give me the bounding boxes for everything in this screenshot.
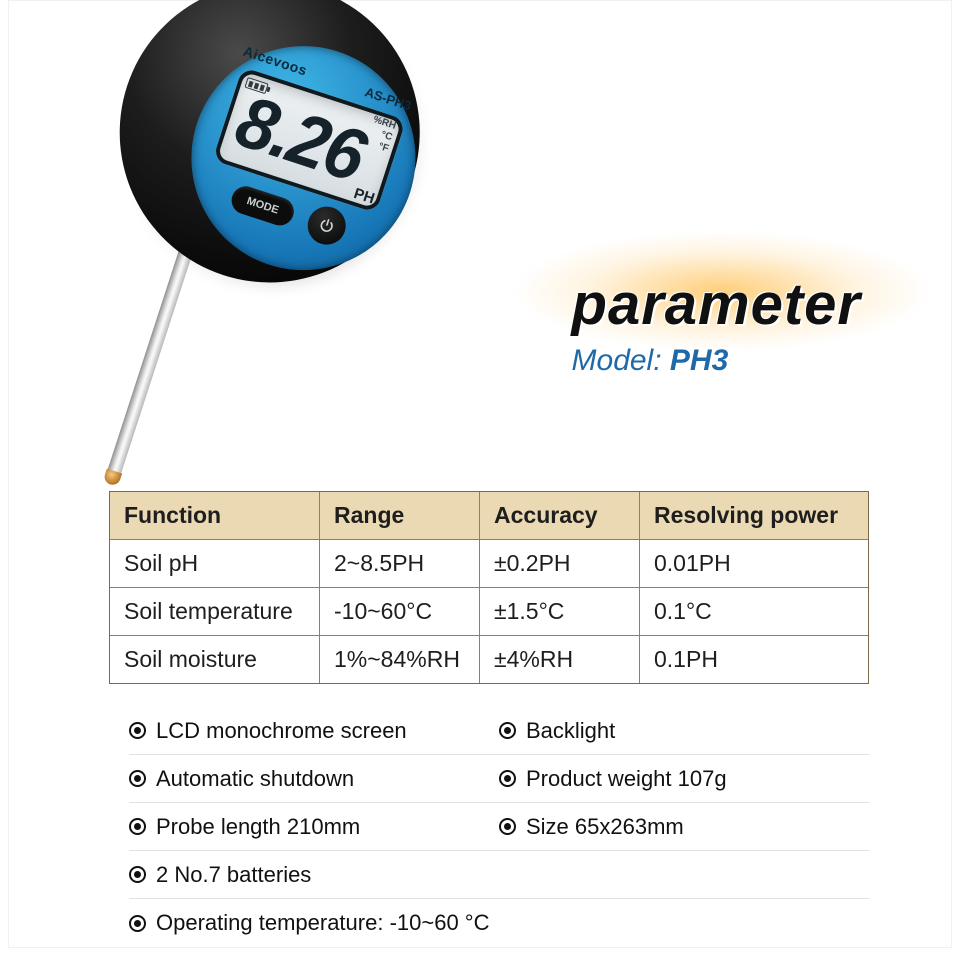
mode-button[interactable]: MODE [228, 183, 298, 229]
feature-row: LCD monochrome screen Backlight [129, 707, 869, 755]
power-icon [317, 216, 337, 236]
bullet-icon [499, 818, 516, 835]
col-header: Function [110, 492, 320, 539]
feature-text: 2 No.7 batteries [156, 862, 311, 888]
feature-item: LCD monochrome screen [129, 718, 499, 744]
feature-row: Probe length 210mm Size 65x263mm [129, 803, 869, 851]
bullet-icon [499, 722, 516, 739]
feature-item: 2 No.7 batteries [129, 862, 499, 888]
feature-row: Automatic shutdown Product weight 107g [129, 755, 869, 803]
cell: Soil temperature [110, 588, 320, 635]
cell: 0.01PH [640, 540, 868, 587]
bullet-icon [129, 915, 146, 932]
col-header: Resolving power [640, 492, 868, 539]
cell: -10~60°C [320, 588, 480, 635]
feature-item: Product weight 107g [499, 766, 727, 792]
feature-text: LCD monochrome screen [156, 718, 407, 744]
cell: ±4%RH [480, 636, 640, 683]
col-header: Accuracy [480, 492, 640, 539]
spec-table: FunctionRangeAccuracyResolving power Soil… [109, 491, 869, 684]
feature-text: Size 65x263mm [526, 814, 684, 840]
device-face: Aicevoos AS-PH3 %RH °C °F PH 8.26 MODE [162, 17, 444, 299]
cell: 0.1PH [640, 636, 868, 683]
cell: 0.1°C [640, 588, 868, 635]
feature-text: Backlight [526, 718, 615, 744]
cell: 2~8.5PH [320, 540, 480, 587]
heading-block: parameter Model: PH3 [572, 271, 861, 378]
infographic-frame: Aicevoos AS-PH3 %RH °C °F PH 8.26 MODE p… [8, 0, 952, 948]
feature-item: Probe length 210mm [129, 814, 499, 840]
bullet-icon [129, 770, 146, 787]
col-header: Range [320, 492, 480, 539]
feature-text: Probe length 210mm [156, 814, 360, 840]
feature-row: 2 No.7 batteries [129, 851, 869, 899]
device-head: Aicevoos AS-PH3 %RH °C °F PH 8.26 MODE [81, 0, 459, 321]
feature-item: Automatic shutdown [129, 766, 499, 792]
feature-list: LCD monochrome screen Backlight Automatic … [129, 707, 869, 947]
cell: Soil pH [110, 540, 320, 587]
indicator-f: °F [377, 141, 390, 155]
bullet-icon [129, 866, 146, 883]
cell: 1%~84%RH [320, 636, 480, 683]
feature-text: Operating temperature: -10~60 °C [156, 910, 489, 936]
page-title: parameter [572, 271, 861, 338]
power-button[interactable] [303, 202, 351, 250]
feature-item: Operating temperature: -10~60 °C [129, 910, 499, 936]
bullet-icon [129, 722, 146, 739]
feature-item: Backlight [499, 718, 615, 744]
feature-text: Product weight 107g [526, 766, 727, 792]
feature-item: Size 65x263mm [499, 814, 684, 840]
cell: Soil moisture [110, 636, 320, 683]
cell: ±1.5°C [480, 588, 640, 635]
bullet-icon [129, 818, 146, 835]
bullet-icon [499, 770, 516, 787]
feature-text: Automatic shutdown [156, 766, 354, 792]
feature-row: Operating temperature: -10~60 °C [129, 899, 869, 947]
cell: ±0.2PH [480, 540, 640, 587]
